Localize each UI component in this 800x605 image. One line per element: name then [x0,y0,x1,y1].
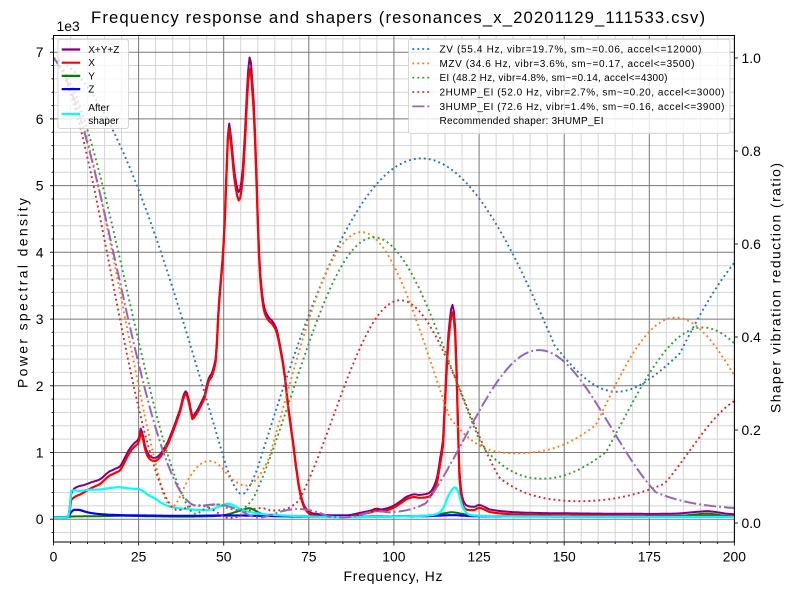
svg-text:3: 3 [36,311,44,327]
svg-text:EI (48.2 Hz, vibr=4.8%, sm~=0.: EI (48.2 Hz, vibr=4.8%, sm~=0.14, accel<… [440,73,668,84]
svg-text:X+Y+Z: X+Y+Z [88,45,119,56]
svg-text:2HUMP_EI (52.0 Hz, vibr=2.7%,: 2HUMP_EI (52.0 Hz, vibr=2.7%, sm~=0.20, … [440,87,725,98]
svg-text:Frequency, Hz: Frequency, Hz [344,568,443,584]
svg-text:0.0: 0.0 [742,515,762,531]
svg-text:1e3: 1e3 [57,18,80,34]
svg-text:0.2: 0.2 [742,422,762,438]
svg-text:25: 25 [131,549,147,565]
svg-text:150: 150 [553,549,576,565]
svg-text:3HUMP_EI (72.6 Hz, vibr=1.4%,: 3HUMP_EI (72.6 Hz, vibr=1.4%, sm~=0.16, … [440,102,725,113]
svg-text:0: 0 [50,549,58,565]
svg-text:2: 2 [36,378,44,394]
svg-text:Y: Y [88,71,95,82]
svg-text:5: 5 [36,178,44,194]
svg-text:7: 7 [36,44,44,60]
svg-text:175: 175 [638,549,661,565]
svg-text:50: 50 [216,549,232,565]
svg-text:75: 75 [301,549,317,565]
svg-text:Shaper vibration reduction (ra: Shaper vibration reduction (ratio) [768,163,784,413]
svg-text:0: 0 [36,511,44,527]
svg-text:Frequency response and shapers: Frequency response and shapers (resonanc… [91,8,705,27]
svg-text:shaper: shaper [88,116,119,127]
svg-text:0.4: 0.4 [742,329,762,345]
svg-text:1.0: 1.0 [742,50,762,66]
svg-text:4: 4 [36,244,44,260]
svg-text:0.6: 0.6 [742,236,762,252]
svg-text:6: 6 [36,111,44,127]
svg-text:100: 100 [382,549,405,565]
svg-text:Z: Z [88,85,94,96]
svg-text:1: 1 [36,445,44,461]
svg-text:ZV (55.4 Hz, vibr=19.7%, sm~=0: ZV (55.4 Hz, vibr=19.7%, sm~=0.06, accel… [440,44,702,55]
svg-text:MZV (34.6 Hz, vibr=3.6%, sm~=0: MZV (34.6 Hz, vibr=3.6%, sm~=0.17, accel… [440,59,695,70]
svg-text:X: X [88,58,95,69]
svg-text:200: 200 [723,549,746,565]
svg-text:125: 125 [468,549,491,565]
svg-text:Recommended shaper: 3HUMP_EI: Recommended shaper: 3HUMP_EI [440,116,604,127]
svg-text:After: After [88,103,110,114]
svg-text:0.8: 0.8 [742,143,762,159]
